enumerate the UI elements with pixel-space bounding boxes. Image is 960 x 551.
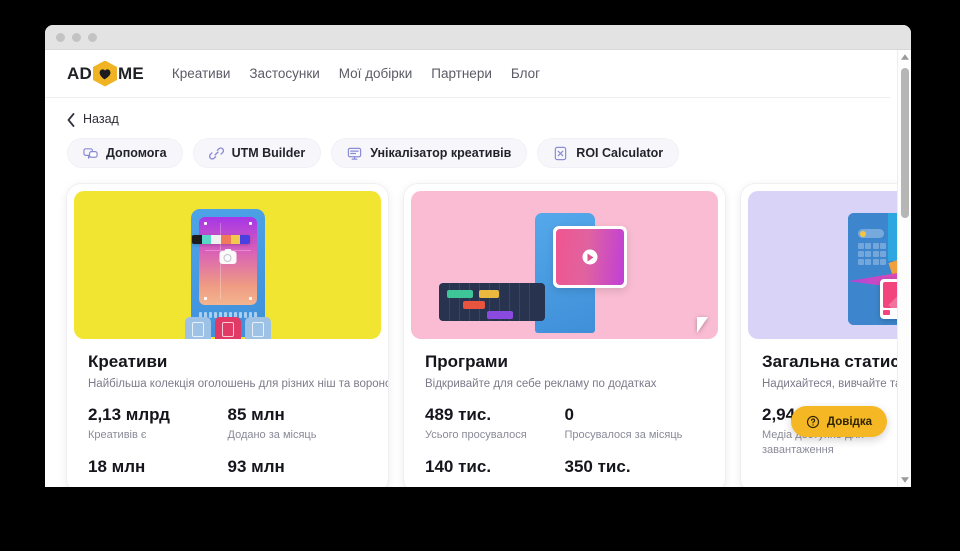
stat-item: 140 тис. [425, 457, 565, 477]
window-titlebar [45, 25, 911, 50]
card-apps-body: Програми Відкривайте для себе рекламу по… [411, 339, 718, 487]
stat-item: 0 Просувалося за місяць [565, 405, 705, 443]
caret-down-icon[interactable] [898, 473, 912, 487]
help-floating-button[interactable]: Довідка [790, 406, 887, 437]
card-creatives[interactable]: Креативи Найбільша колекція оголошень дл… [67, 184, 388, 487]
monitor-icon [347, 146, 362, 161]
stat-value: 489 тис. [425, 405, 492, 424]
stat-item: 2,13 млрд Креативів є [88, 405, 228, 443]
card-apps[interactable]: Програми Відкривайте для себе рекламу по… [404, 184, 725, 487]
page-content: AD ME Креативи Застосунки Мої добірки Па… [45, 50, 911, 487]
tool-pill-utm-builder-label: UTM Builder [231, 146, 306, 160]
card-overall-statistics-title: Загальна статистика [762, 352, 911, 371]
tool-pill-creative-uniqualizer-label: Унікалізатор креативів [370, 146, 512, 160]
top-navigation: AD ME Креативи Застосунки Мої добірки Па… [45, 50, 890, 98]
window-maximize-dot[interactable] [88, 32, 97, 42]
nav-links: Креативи Застосунки Мої добірки Партнери… [172, 66, 540, 81]
stat-value: 2,13 млрд [88, 405, 170, 424]
help-floating-button-label: Довідка [826, 415, 872, 428]
card-creatives-stats: 2,13 млрд Креативів є 85 млн Додано за м… [88, 405, 367, 477]
stat-value: 0 [564, 405, 574, 424]
phone-photo-editor-illustration [74, 191, 381, 339]
tool-pill-utm-builder[interactable]: UTM Builder [192, 138, 322, 168]
stat-value: 140 тис. [425, 456, 492, 476]
card-apps-title: Програми [425, 352, 508, 371]
heart-hexagon-icon [92, 60, 117, 87]
card-overall-statistics-subtitle: Надихайтеся, вивчайте та аналізуйте [762, 378, 911, 390]
tool-pill-roi-calculator[interactable]: ROI Calculator [537, 138, 680, 168]
tool-pill-help-label: Допомога [106, 146, 167, 160]
phone-video-editor-illustration [411, 191, 718, 339]
tool-pill-row: Допомога UTM Builder Унікалізатор креати… [45, 136, 890, 184]
card-creatives-media [74, 191, 381, 339]
stat-label: Просувалося за місяць [564, 429, 683, 441]
stat-label: Усього просувалося [425, 429, 527, 441]
card-row: Креативи Найбільша колекція оголошень дл… [45, 184, 911, 487]
stat-label: Креативів є [88, 429, 147, 441]
card-apps-subtitle: Відкривайте для себе рекламу по додатках [425, 378, 657, 390]
stat-item: 93 млн [228, 457, 368, 477]
stat-value: 18 млн [88, 456, 146, 476]
browser-window: AD ME Креативи Застосунки Мої добірки Па… [45, 25, 911, 487]
card-apps-media [411, 191, 718, 339]
scrollbar-thumb[interactable] [900, 68, 909, 218]
card-overall-statistics[interactable]: Загальна статистика Надихайтеся, вивчайт… [741, 184, 911, 487]
stat-item: 18 млн [88, 457, 228, 477]
back-button[interactable]: Назад [45, 98, 890, 136]
chevron-left-icon [67, 112, 75, 127]
scrollbar-track[interactable] [898, 64, 912, 473]
page-viewport: AD ME Креативи Застосунки Мої добірки Па… [45, 50, 911, 487]
vertical-scrollbar[interactable] [897, 50, 911, 487]
tool-pill-help[interactable]: Допомога [67, 138, 183, 168]
window-minimize-dot[interactable] [72, 32, 81, 42]
card-creatives-title: Креативи [88, 352, 168, 371]
card-creatives-body: Креативи Найбільша колекція оголошень дл… [74, 339, 388, 487]
brand-logo[interactable]: AD ME [67, 60, 144, 87]
link-icon [208, 146, 224, 161]
card-creatives-subtitle: Найбільша колекція оголошень для різних … [88, 378, 388, 390]
stat-item: 85 млн Додано за місяць [228, 405, 368, 443]
brand-prefix: AD [67, 63, 92, 83]
stat-label: Додано за місяць [227, 429, 317, 441]
media-collage-illustration [748, 191, 911, 339]
brand-suffix: ME [117, 63, 144, 83]
tool-pill-roi-calculator-label: ROI Calculator [576, 146, 664, 160]
tool-pill-creative-uniqualizer[interactable]: Унікалізатор креативів [331, 138, 528, 168]
chat-bubbles-icon [83, 146, 98, 161]
nav-link-apps[interactable]: Застосунки [249, 66, 320, 81]
question-circle-icon [806, 415, 820, 429]
stat-value: 350 тис. [564, 456, 631, 476]
card-overall-statistics-media [748, 191, 911, 339]
stat-value: 85 млн [227, 405, 285, 424]
nav-link-creatives[interactable]: Креативи [171, 66, 231, 81]
stat-item: 350 тис. [565, 457, 705, 477]
stat-item: 489 тис. Усього просувалося [425, 405, 565, 443]
card-apps-stats: 489 тис. Усього просувалося 0 Просувалос… [425, 405, 704, 477]
nav-link-blog[interactable]: Блог [510, 66, 541, 81]
calculator-icon [553, 146, 568, 161]
window-close-dot[interactable] [56, 32, 65, 42]
nav-link-collections[interactable]: Мої добірки [338, 66, 413, 81]
stat-value: 93 млн [227, 456, 285, 476]
caret-up-icon[interactable] [898, 50, 912, 64]
nav-link-partners[interactable]: Партнери [431, 66, 492, 81]
back-label: Назад [83, 112, 119, 126]
